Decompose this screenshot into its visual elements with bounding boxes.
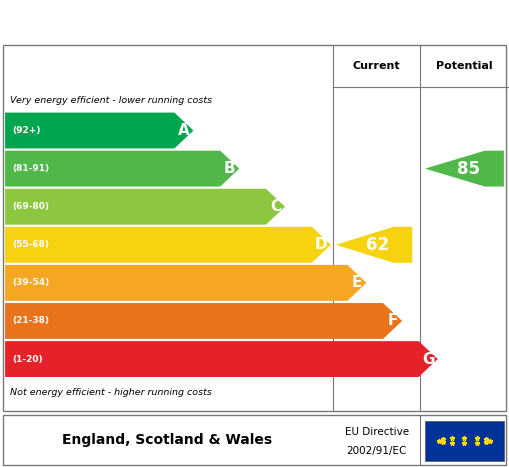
Text: 2002/91/EC: 2002/91/EC <box>347 446 407 456</box>
Polygon shape <box>5 151 239 186</box>
Text: C: C <box>270 199 281 214</box>
Text: (39-54): (39-54) <box>13 278 50 287</box>
Polygon shape <box>425 151 504 186</box>
Text: Current: Current <box>353 61 401 71</box>
Text: (55-68): (55-68) <box>13 241 50 249</box>
Bar <box>425 421 504 460</box>
Polygon shape <box>336 227 412 263</box>
Text: Energy Efficiency Rating: Energy Efficiency Rating <box>13 12 319 31</box>
Text: B: B <box>224 161 236 176</box>
Text: England, Scotland & Wales: England, Scotland & Wales <box>62 433 272 447</box>
Polygon shape <box>5 113 193 149</box>
Polygon shape <box>5 227 331 263</box>
Text: 62: 62 <box>366 236 389 254</box>
Text: (69-80): (69-80) <box>13 202 50 211</box>
Text: A: A <box>178 123 190 138</box>
Text: EU Directive: EU Directive <box>345 427 409 437</box>
Text: (1-20): (1-20) <box>13 354 43 364</box>
Text: F: F <box>387 313 398 328</box>
Text: 85: 85 <box>457 160 480 177</box>
Text: Potential: Potential <box>436 61 493 71</box>
Text: D: D <box>315 237 328 252</box>
Polygon shape <box>5 189 285 225</box>
Text: (92+): (92+) <box>13 126 41 135</box>
Text: (81-91): (81-91) <box>13 164 50 173</box>
Text: Very energy efficient - lower running costs: Very energy efficient - lower running co… <box>10 96 212 105</box>
Text: (21-38): (21-38) <box>13 317 50 325</box>
Text: E: E <box>352 276 362 290</box>
Text: Not energy efficient - higher running costs: Not energy efficient - higher running co… <box>10 389 212 397</box>
Polygon shape <box>5 265 366 301</box>
Polygon shape <box>5 341 438 377</box>
Polygon shape <box>5 303 402 339</box>
Text: G: G <box>422 352 435 367</box>
